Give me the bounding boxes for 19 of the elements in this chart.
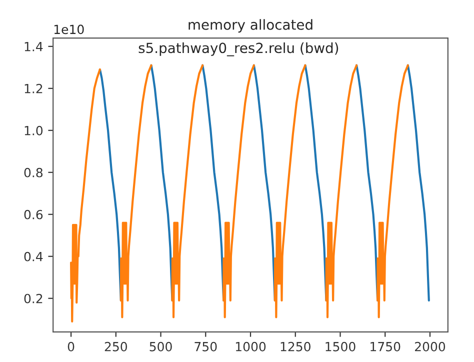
- y-tick-label: 0.4: [24, 252, 43, 262]
- y-tick-label: 1.2: [24, 84, 42, 94]
- x-tick-label: 1250: [280, 342, 310, 352]
- y-tick-label: 1.4: [24, 42, 43, 52]
- x-tick-label: 1750: [370, 342, 400, 352]
- y-tick-label: 0.6: [24, 210, 43, 220]
- x-tick-label: 1000: [236, 342, 266, 352]
- annotation: s5.pathway0_res2.relu (bwd): [138, 42, 338, 56]
- x-tick-label: 500: [150, 342, 172, 352]
- x-tick-label: 2000: [414, 342, 446, 352]
- y-tick-label: 0.2: [24, 294, 42, 304]
- text: 1e10: [54, 24, 84, 34]
- y-tick-label: 1.0: [24, 126, 43, 136]
- x-tick-label: 1500: [326, 342, 356, 352]
- chart-title: memory allocated: [188, 19, 312, 33]
- y-tick-label: 0.8: [24, 168, 43, 178]
- x-tick-label: 250: [104, 342, 128, 352]
- x-tick-label: 0: [68, 342, 74, 352]
- x-tick-label: 750: [194, 342, 217, 352]
